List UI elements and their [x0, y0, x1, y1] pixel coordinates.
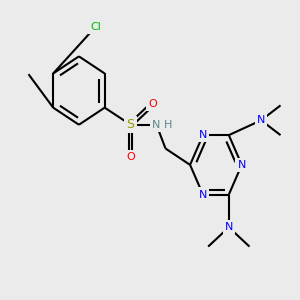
Text: N: N [199, 190, 207, 200]
Text: N: N [257, 115, 265, 125]
Text: Cl: Cl [90, 22, 101, 32]
Text: N: N [238, 160, 246, 170]
Text: S: S [127, 118, 135, 131]
Text: H: H [164, 120, 172, 130]
Text: N: N [152, 120, 160, 130]
Text: O: O [126, 152, 135, 162]
Text: O: O [148, 99, 157, 109]
Text: N: N [199, 130, 207, 140]
Text: N: N [225, 222, 233, 232]
